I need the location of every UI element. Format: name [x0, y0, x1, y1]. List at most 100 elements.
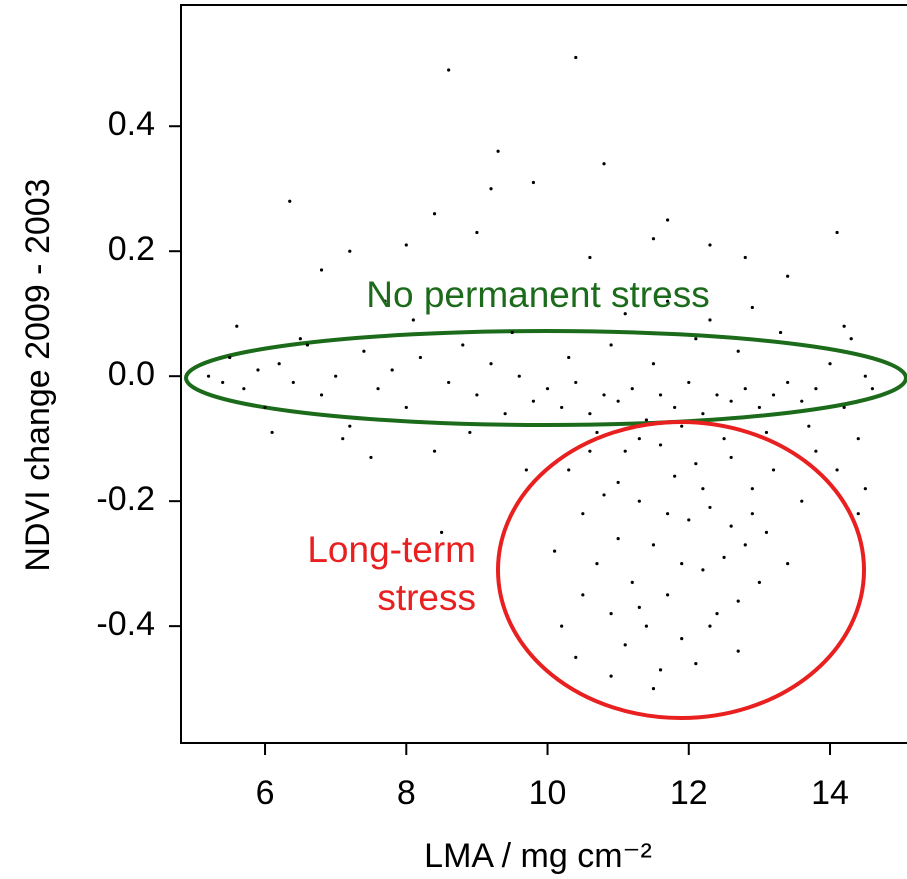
point	[588, 255, 592, 260]
point	[842, 405, 846, 410]
point	[616, 537, 620, 541]
point	[786, 562, 790, 566]
point	[694, 337, 698, 341]
point	[616, 480, 620, 485]
point	[701, 412, 705, 416]
plot-frame	[180, 4, 907, 744]
point	[658, 668, 663, 672]
y-tick-label: -0.4	[96, 605, 155, 643]
point	[651, 543, 656, 547]
point	[489, 362, 493, 366]
point	[390, 368, 394, 372]
point	[298, 337, 302, 341]
point	[743, 255, 747, 260]
point	[863, 374, 867, 378]
point	[552, 549, 557, 553]
point	[277, 362, 281, 366]
point	[658, 393, 663, 397]
point	[715, 612, 719, 616]
point	[722, 437, 726, 441]
point	[531, 180, 536, 185]
point	[771, 393, 776, 397]
point	[595, 430, 599, 435]
point	[786, 380, 790, 385]
point	[588, 412, 592, 416]
point	[687, 380, 691, 385]
point	[432, 449, 437, 453]
x-tick-label: 6	[256, 774, 275, 812]
point	[319, 393, 324, 397]
point	[701, 568, 705, 572]
point	[786, 274, 790, 278]
x-tick-label: 8	[397, 774, 416, 812]
point	[708, 243, 712, 247]
x-tick-label: 10	[529, 774, 567, 812]
point	[637, 437, 641, 441]
point	[574, 380, 578, 385]
point	[651, 687, 656, 691]
point	[383, 299, 387, 303]
annotation: No permanent stress	[366, 274, 709, 315]
point	[595, 562, 599, 566]
point	[496, 149, 500, 153]
point	[545, 387, 550, 391]
point	[870, 387, 874, 391]
point	[602, 393, 606, 397]
y-tick-label: 0.4	[108, 105, 155, 143]
y-tick-label: 0.0	[108, 355, 155, 393]
point	[341, 437, 345, 441]
point	[581, 512, 585, 516]
point	[814, 387, 818, 391]
point	[743, 543, 747, 547]
point	[736, 349, 740, 353]
point	[319, 268, 324, 272]
point	[228, 355, 232, 360]
point	[842, 324, 846, 328]
point	[362, 349, 366, 353]
point	[305, 343, 310, 347]
point	[644, 624, 649, 628]
point	[814, 449, 818, 453]
point	[708, 624, 712, 628]
point	[256, 368, 260, 372]
point	[764, 430, 769, 435]
point	[447, 380, 451, 385]
point	[736, 649, 740, 653]
point	[574, 55, 578, 60]
point	[609, 674, 613, 678]
point	[778, 330, 783, 335]
point	[531, 399, 536, 403]
point	[447, 68, 451, 72]
point	[736, 599, 740, 603]
point	[630, 387, 634, 391]
y-tick-label: -0.2	[96, 480, 155, 518]
point	[665, 593, 670, 597]
point	[630, 580, 634, 585]
x-tick-label: 14	[811, 774, 849, 812]
point	[715, 393, 719, 397]
y-tick-label: 0.2	[108, 230, 155, 268]
point	[835, 230, 839, 235]
point	[291, 380, 295, 385]
point	[263, 405, 267, 410]
point	[694, 462, 698, 466]
point	[722, 555, 726, 560]
point	[348, 424, 352, 428]
point	[673, 474, 677, 478]
point	[750, 512, 754, 516]
point	[680, 424, 684, 428]
point	[206, 374, 211, 378]
point	[461, 343, 465, 347]
annotation: Long-term	[307, 529, 476, 570]
point	[687, 518, 691, 522]
point	[503, 412, 507, 416]
point	[658, 443, 663, 447]
point	[651, 237, 656, 241]
point	[334, 374, 338, 378]
point	[475, 230, 479, 235]
point	[418, 355, 423, 360]
point	[665, 299, 670, 303]
point	[588, 449, 592, 453]
point	[644, 418, 649, 422]
